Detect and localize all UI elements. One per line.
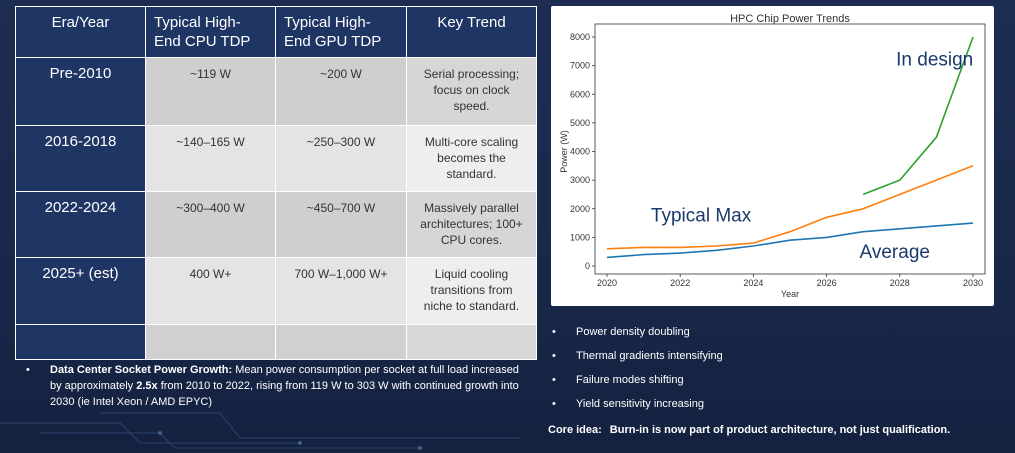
x-tick-label: 2026 (817, 278, 837, 288)
y-tick-label: 6000 (570, 89, 590, 99)
core-idea: Core idea: Burn-in is now part of product… (548, 424, 950, 436)
key-trend-cell: Massively parallel architectures; 100+ CPU… (406, 191, 537, 258)
plot-frame (594, 23, 986, 275)
y-tick-label: 7000 (570, 61, 590, 71)
bullet-marker: • (552, 398, 556, 410)
series-line-typical-max (606, 165, 974, 250)
note-bold-factor: 2.5x (136, 380, 158, 392)
note-text-part: from 2010 to 2022, rising from 119 W to … (50, 380, 519, 408)
x-tick-label: 2020 (597, 278, 617, 288)
era-cell: Pre-2010 (15, 57, 146, 126)
core-idea-text: Burn-in is now part of product architect… (609, 424, 951, 436)
tdp-table: Era/Year Typical High- End CPU TDP Typica… (15, 6, 537, 360)
series-line-average (606, 222, 974, 259)
y-tick-label: 4000 (570, 147, 590, 157)
bullet-text: Thermal gradients intensifying (576, 350, 723, 362)
note-text: Data Center Socket Power Growth: Mean po… (50, 362, 530, 410)
y-tick-label: 5000 (570, 118, 590, 128)
header-cpu-tdp: Typical High- End CPU TDP (145, 6, 276, 58)
cpu-tdp-cell-empty (145, 324, 276, 360)
table-row: 2016-2018 ~140–165 W ~250–300 W Multi-co… (15, 125, 537, 192)
gpu-tdp-cell: ~250–300 W (275, 125, 407, 192)
x-tick-label: 2028 (890, 278, 910, 288)
era-cell-empty (15, 324, 146, 360)
bullet-marker: • (552, 350, 556, 362)
table-row: 2022-2024 ~300–400 W ~450–700 W Massivel… (15, 191, 537, 258)
y-tick-label: 3000 (570, 175, 590, 185)
bullet-marker: • (552, 326, 556, 338)
circuit-decoration (0, 412, 520, 450)
header-era: Era/Year (15, 6, 146, 58)
x-tick-label: 2024 (743, 278, 763, 288)
y-tick-label: 1000 (570, 232, 590, 242)
power-trends-chart: HPC Chip Power Trends 0 1000 2000 3000 4000 50… (551, 6, 994, 306)
bullet-marker: • (552, 374, 556, 386)
key-trend-cell: Serial processing; focus on clock speed. (406, 57, 537, 126)
core-idea-label: Core idea: (548, 424, 602, 436)
header-gpu-tdp: Typical High- End GPU TDP (275, 6, 407, 58)
gpu-tdp-cell: ~450–700 W (275, 191, 407, 258)
x-tick-label: 2022 (670, 278, 690, 288)
era-cell: 2022-2024 (15, 191, 146, 258)
x-axis-label: Year (781, 289, 799, 299)
series-line-in-design (862, 36, 974, 196)
y-tick-label: 0 (585, 261, 590, 271)
gpu-tdp-cell: ~200 W (275, 57, 407, 126)
bullet-text: Power density doubling (576, 326, 690, 338)
cpu-tdp-cell: ~140–165 W (145, 125, 276, 192)
annotation-average: Average (860, 242, 930, 263)
cpu-tdp-cell: ~119 W (145, 57, 276, 126)
gpu-tdp-cell-empty (275, 324, 407, 360)
era-cell: 2025+ (est) (15, 257, 146, 325)
header-key-trend: Key Trend (406, 6, 537, 58)
gpu-tdp-cell: 700 W–1,000 W+ (275, 257, 407, 325)
chart-title: HPC Chip Power Trends (730, 13, 850, 25)
note-bullet: • (26, 364, 30, 376)
cpu-tdp-cell: 400 W+ (145, 257, 276, 325)
y-tick-label: 8000 (570, 32, 590, 42)
note-text-part: Mean power consumption per socket at ful… (50, 364, 519, 392)
bullet-text: Yield sensitivity increasing (576, 398, 704, 410)
cpu-tdp-cell: ~300–400 W (145, 191, 276, 258)
y-tick-label: 2000 (570, 204, 590, 214)
era-cell: 2016-2018 (15, 125, 146, 192)
y-axis-label: Power (W) (559, 130, 569, 173)
table-row-empty (15, 324, 537, 360)
key-trend-cell-empty (406, 324, 537, 360)
chart-svg: HPC Chip Power Trends 0 1000 2000 3000 4000 50… (559, 13, 986, 299)
annotation-in-design: In design (896, 50, 973, 71)
note-bold-lead: Data Center Socket Power Growth: (50, 364, 233, 376)
table-row: 2025+ (est) 400 W+ 700 W–1,000 W+ Liquid… (15, 257, 537, 325)
key-trend-cell: Multi-core scaling becomes the standard. (406, 125, 537, 192)
bullet-text: Failure modes shifting (576, 374, 684, 386)
x-tick-label: 2030 (963, 278, 983, 288)
table-row: Pre-2010 ~119 W ~200 W Serial processing… (15, 57, 537, 126)
annotation-typical-max: Typical Max (651, 206, 752, 227)
key-trend-cell: Liquid cooling transitions from niche to s… (406, 257, 537, 325)
table-header-row: Era/Year Typical High- End CPU TDP Typica… (15, 6, 537, 58)
